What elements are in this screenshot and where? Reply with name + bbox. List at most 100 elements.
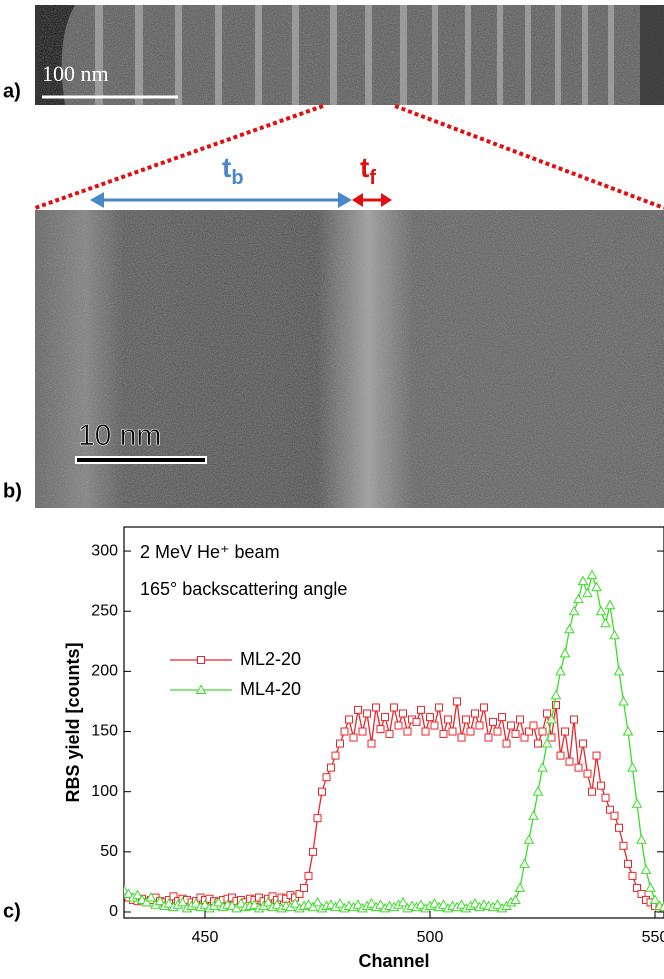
marker [377, 726, 384, 733]
marker [646, 883, 655, 891]
marker [570, 607, 579, 615]
marker [494, 728, 501, 735]
x-axis-label: Channel [358, 951, 429, 971]
tf-main: t [360, 152, 369, 183]
marker [440, 730, 447, 737]
panel-label: c) [3, 900, 21, 922]
marker [463, 716, 470, 723]
marker [503, 740, 510, 747]
marker [485, 734, 492, 741]
panel-a-image [35, 5, 664, 105]
marker [373, 704, 380, 711]
marker [490, 718, 497, 725]
marker [574, 595, 583, 603]
marker [313, 898, 322, 906]
marker [539, 728, 546, 735]
marker [544, 710, 551, 717]
marker [557, 752, 564, 759]
tb-main: t [222, 152, 231, 183]
marker [422, 728, 429, 735]
marker [561, 649, 570, 657]
marker [449, 728, 456, 735]
tb-sub: b [231, 167, 243, 189]
plot-area [120, 571, 664, 912]
panel-b-image [35, 210, 664, 508]
marker [628, 763, 637, 771]
marker [445, 716, 452, 723]
marker [602, 794, 609, 801]
tf-label: tf [360, 152, 376, 189]
marker [431, 722, 438, 729]
marker [620, 842, 627, 849]
marker [525, 835, 534, 843]
marker [350, 734, 357, 741]
marker [625, 860, 632, 867]
marker [476, 722, 483, 729]
marker [592, 583, 601, 591]
thickness-arrows [90, 192, 392, 208]
marker [427, 714, 434, 721]
series-line [124, 701, 664, 908]
marker [642, 865, 651, 873]
marker [589, 788, 596, 795]
y-tick-label: 50 [100, 843, 118, 860]
marker [562, 728, 569, 735]
y-tick-label: 150 [91, 723, 118, 740]
marker [629, 872, 636, 879]
marker [556, 667, 565, 675]
marker [598, 782, 605, 789]
marker [395, 722, 402, 729]
marker [534, 787, 543, 795]
panel-label: a) [3, 80, 21, 102]
marker [314, 815, 321, 822]
marker [310, 848, 317, 855]
marker [481, 704, 488, 711]
legend-marker [198, 657, 205, 664]
scale-bar-label: 100 nm [42, 61, 109, 86]
marker [615, 667, 624, 675]
zoom-line [395, 106, 664, 208]
y-tick-label: 0 [109, 903, 118, 920]
annotation: 2 MeV He⁺ beam [140, 542, 280, 562]
marker [400, 710, 407, 717]
marker [584, 770, 591, 777]
tb-label: tb [222, 152, 244, 189]
marker [368, 740, 375, 747]
marker [580, 740, 587, 747]
marker [418, 706, 425, 713]
marker [566, 758, 573, 765]
marker [499, 714, 506, 721]
marker [355, 706, 362, 713]
legend-label: ML2-20 [240, 649, 301, 669]
marker [436, 704, 443, 711]
marker [341, 728, 348, 735]
marker [606, 601, 615, 609]
marker [391, 704, 398, 711]
marker [588, 571, 597, 579]
marker [552, 691, 561, 699]
legend-label: ML4-20 [240, 679, 301, 699]
marker [517, 716, 524, 723]
marker [637, 835, 646, 843]
marker [382, 714, 389, 721]
marker [323, 774, 330, 781]
marker [413, 718, 420, 725]
marker [611, 812, 618, 819]
annotation: 165° backscattering angle [140, 579, 347, 599]
marker [571, 716, 578, 723]
marker [565, 625, 574, 633]
marker [593, 752, 600, 759]
marker [624, 727, 633, 735]
marker [529, 811, 538, 819]
marker [467, 728, 474, 735]
marker [610, 631, 619, 639]
tf-sub: f [369, 167, 376, 189]
marker [530, 722, 537, 729]
marker [454, 698, 461, 705]
marker [512, 730, 519, 737]
marker [386, 730, 393, 737]
marker [579, 577, 588, 585]
x-tick-label: 450 [192, 929, 219, 946]
marker [633, 799, 642, 807]
